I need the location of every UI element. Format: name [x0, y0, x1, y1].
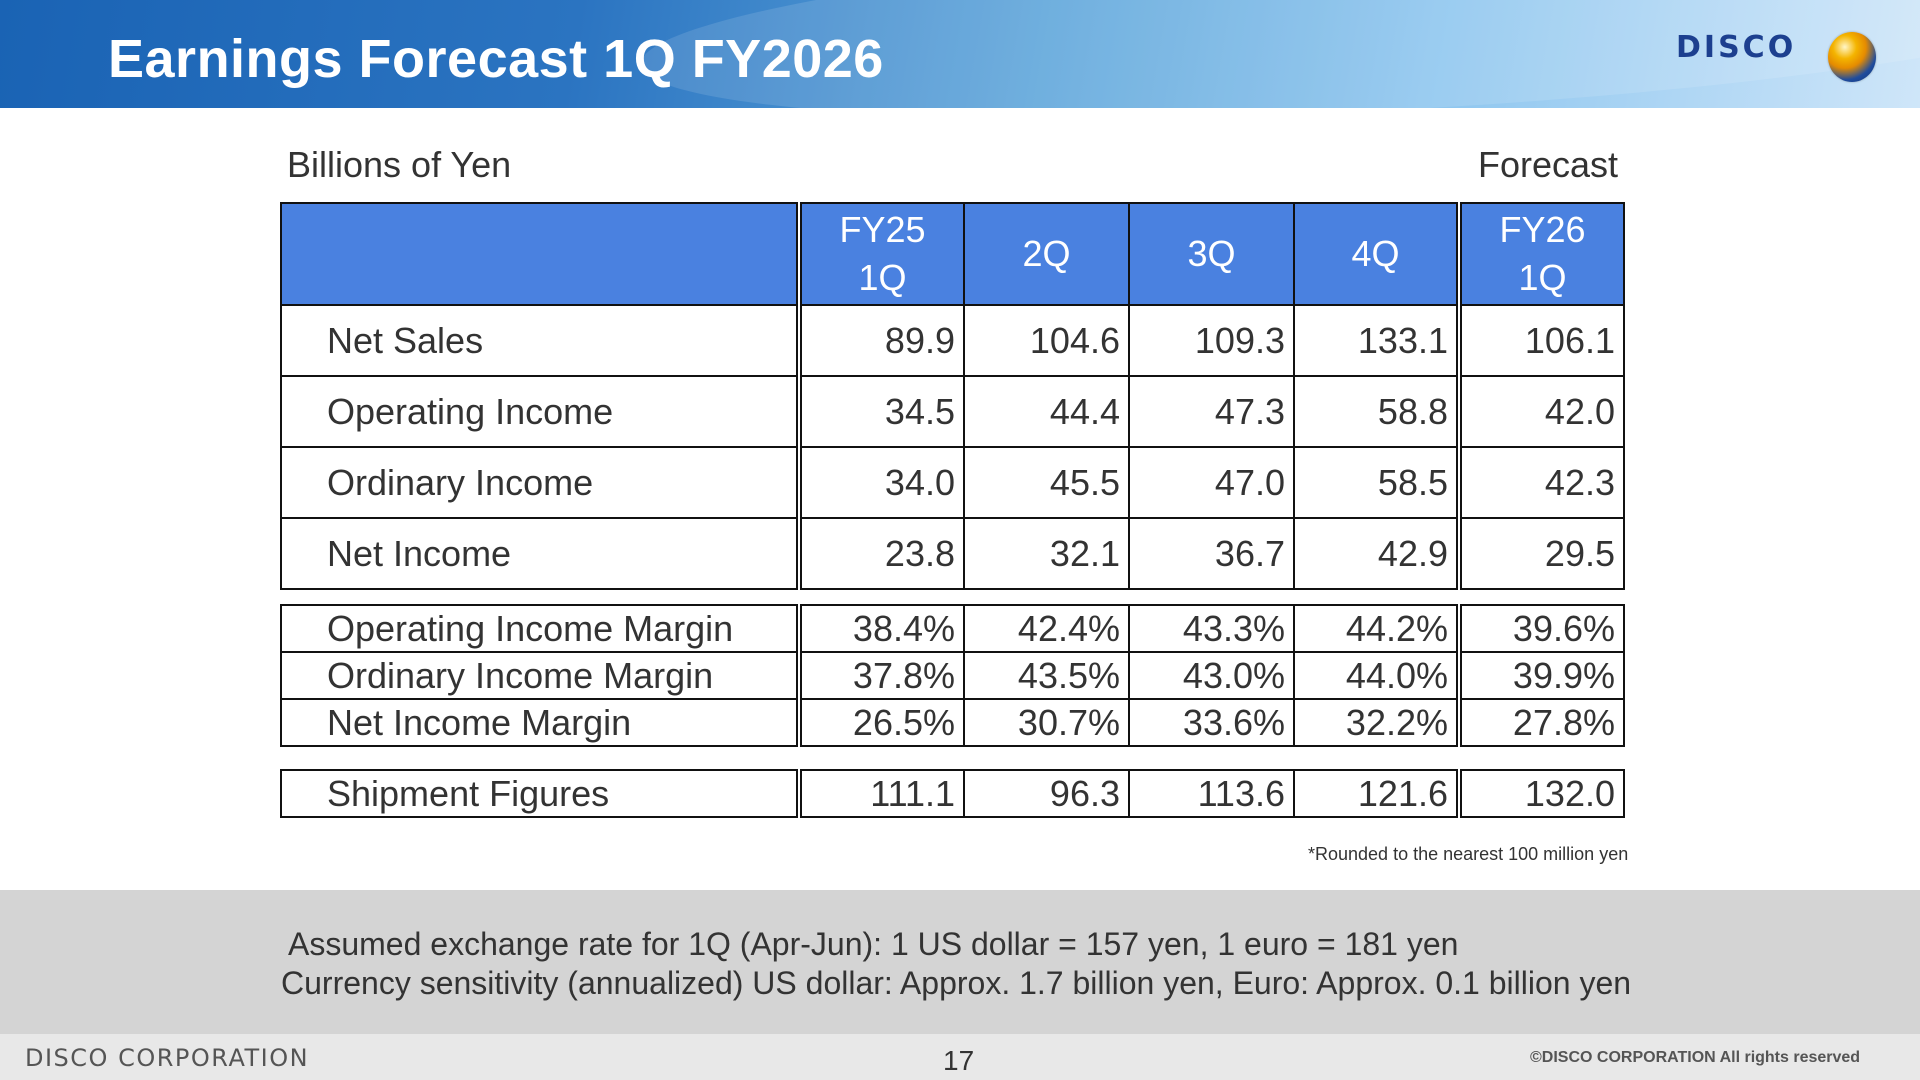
table-cell-value: 34.0 — [798, 446, 965, 519]
table-cell-value: 111.1 — [798, 769, 965, 818]
shipment-table: Shipment Figures 111.1 96.3 113.6 121.6 132.0 — [280, 769, 1625, 818]
currency-sensitivity-text: Currency sensitivity (annualized) US dol… — [281, 965, 1632, 1001]
slide-footer — [0, 1034, 1920, 1080]
table-cell-value: 106.1 — [1458, 304, 1625, 377]
table-row: Shipment Figures 111.1 96.3 113.6 121.6 132.0 — [280, 769, 1625, 818]
table-cell-value: 121.6 — [1293, 769, 1462, 818]
table-row: Net Income 23.8 32.1 36.7 42.9 29.5 — [280, 517, 1625, 590]
table-row: Net Income Margin 26.5% 30.7% 33.6% 32.2% 27.… — [280, 698, 1625, 747]
table-cell-value: 44.4 — [963, 375, 1130, 448]
table-row: Operating Income 34.5 44.4 47.3 58.8 42.0 — [280, 375, 1625, 448]
slide-header: Earnings Forecast 1Q FY2026 DISCO — [0, 0, 1920, 108]
table-cell-value: 33.6% — [1128, 698, 1295, 747]
table-cell-value: 36.7 — [1128, 517, 1295, 590]
table-cell-value: 47.3 — [1128, 375, 1295, 448]
margin-table: Operating Income Margin 38.4% 42.4% 43.3% 44… — [280, 604, 1625, 747]
row-label: Net Income Margin — [280, 698, 802, 747]
table-cell-value: 32.1 — [963, 517, 1130, 590]
table-cell-value: 42.3 — [1458, 446, 1625, 519]
table-cell-value: 58.8 — [1293, 375, 1462, 448]
table-cell-value: 43.5% — [963, 651, 1130, 700]
footer-corporation-name: DISCO CORPORATION — [25, 1044, 310, 1072]
column-header-text: 2Q — [1022, 233, 1071, 274]
page-number: 17 — [943, 1045, 975, 1076]
table-cell-value: 89.9 — [798, 304, 965, 377]
table-cell-value: 29.5 — [1458, 517, 1625, 590]
table-row: Net Sales 89.9 104.6 109.3 133.1 106.1 — [280, 304, 1625, 377]
row-label: Operating Income Margin — [280, 604, 802, 653]
table-cell-value: 30.7% — [963, 698, 1130, 747]
column-header-text: FY25 — [839, 209, 926, 250]
table-header-row: FY25 1Q 2Q 3Q 4Q FY26 1Q — [280, 202, 1625, 306]
exchange-rate-text: Assumed exchange rate for 1Q (Apr-Jun): … — [288, 926, 1459, 962]
table-row: Operating Income Margin 38.4% 42.4% 43.3% 44… — [280, 604, 1625, 653]
table-cell-value: 43.0% — [1128, 651, 1295, 700]
column-header: FY25 1Q — [798, 202, 965, 306]
table-cell-value: 26.5% — [798, 698, 965, 747]
footer-copyright: ©DISCO CORPORATION All rights reserved — [1530, 1049, 1861, 1066]
row-label: Operating Income — [280, 375, 802, 448]
column-header-text: 3Q — [1187, 233, 1236, 274]
row-label: Net Sales — [280, 304, 802, 377]
column-header: 4Q — [1293, 202, 1462, 306]
table-cell-value: 104.6 — [963, 304, 1130, 377]
column-header: 2Q — [963, 202, 1130, 306]
table-cell-value: 133.1 — [1293, 304, 1462, 377]
rounding-note: *Rounded to the nearest 100 million yen — [1308, 844, 1629, 864]
column-header-text: FY26 — [1499, 209, 1586, 250]
table-cell-value: 38.4% — [798, 604, 965, 653]
table-cell-value: 47.0 — [1128, 446, 1295, 519]
row-label: Net Income — [280, 517, 802, 590]
row-label: Ordinary Income — [280, 446, 802, 519]
slide-title: Earnings Forecast 1Q FY2026 — [108, 29, 884, 89]
header-blank-cell — [280, 202, 802, 306]
table-cell-value: 42.0 — [1458, 375, 1625, 448]
table-cell-value: 39.6% — [1458, 604, 1625, 653]
table-cell-value: 43.3% — [1128, 604, 1295, 653]
column-header: FY26 1Q — [1458, 202, 1625, 306]
earnings-table: FY25 1Q 2Q 3Q 4Q FY26 1Q Net Sales 89.9 104.… — [280, 202, 1625, 590]
table-cell-value: 44.0% — [1293, 651, 1462, 700]
column-header-text: 1Q — [858, 257, 907, 298]
table-cell-value: 45.5 — [963, 446, 1130, 519]
exchange-rate-band — [0, 890, 1920, 1034]
table-row: Ordinary Income 34.0 45.5 47.0 58.5 42.3 — [280, 446, 1625, 519]
unit-label: Billions of Yen — [287, 144, 512, 185]
table-cell-value: 27.8% — [1458, 698, 1625, 747]
disco-logo-text: DISCO — [1676, 30, 1797, 65]
table-cell-value: 32.2% — [1293, 698, 1462, 747]
disco-globe-logo-icon — [1828, 32, 1876, 82]
table-row: Ordinary Income Margin 37.8% 43.5% 43.0% 44.… — [280, 651, 1625, 700]
table-cell-value: 44.2% — [1293, 604, 1462, 653]
table-cell-value: 42.4% — [963, 604, 1130, 653]
table-cell-value: 109.3 — [1128, 304, 1295, 377]
table-cell-value: 113.6 — [1128, 769, 1295, 818]
table-cell-value: 42.9 — [1293, 517, 1462, 590]
forecast-label: Forecast — [1478, 144, 1619, 185]
table-cell-value: 34.5 — [798, 375, 965, 448]
table-cell-value: 23.8 — [798, 517, 965, 590]
column-header: 3Q — [1128, 202, 1295, 306]
table-cell-value: 39.9% — [1458, 651, 1625, 700]
row-label: Ordinary Income Margin — [280, 651, 802, 700]
table-cell-value: 96.3 — [963, 769, 1130, 818]
row-label: Shipment Figures — [280, 769, 802, 818]
column-header-text: 1Q — [1518, 257, 1567, 298]
table-cell-value: 37.8% — [798, 651, 965, 700]
table-cell-value: 132.0 — [1458, 769, 1625, 818]
column-header-text: 4Q — [1351, 233, 1400, 274]
table-cell-value: 58.5 — [1293, 446, 1462, 519]
